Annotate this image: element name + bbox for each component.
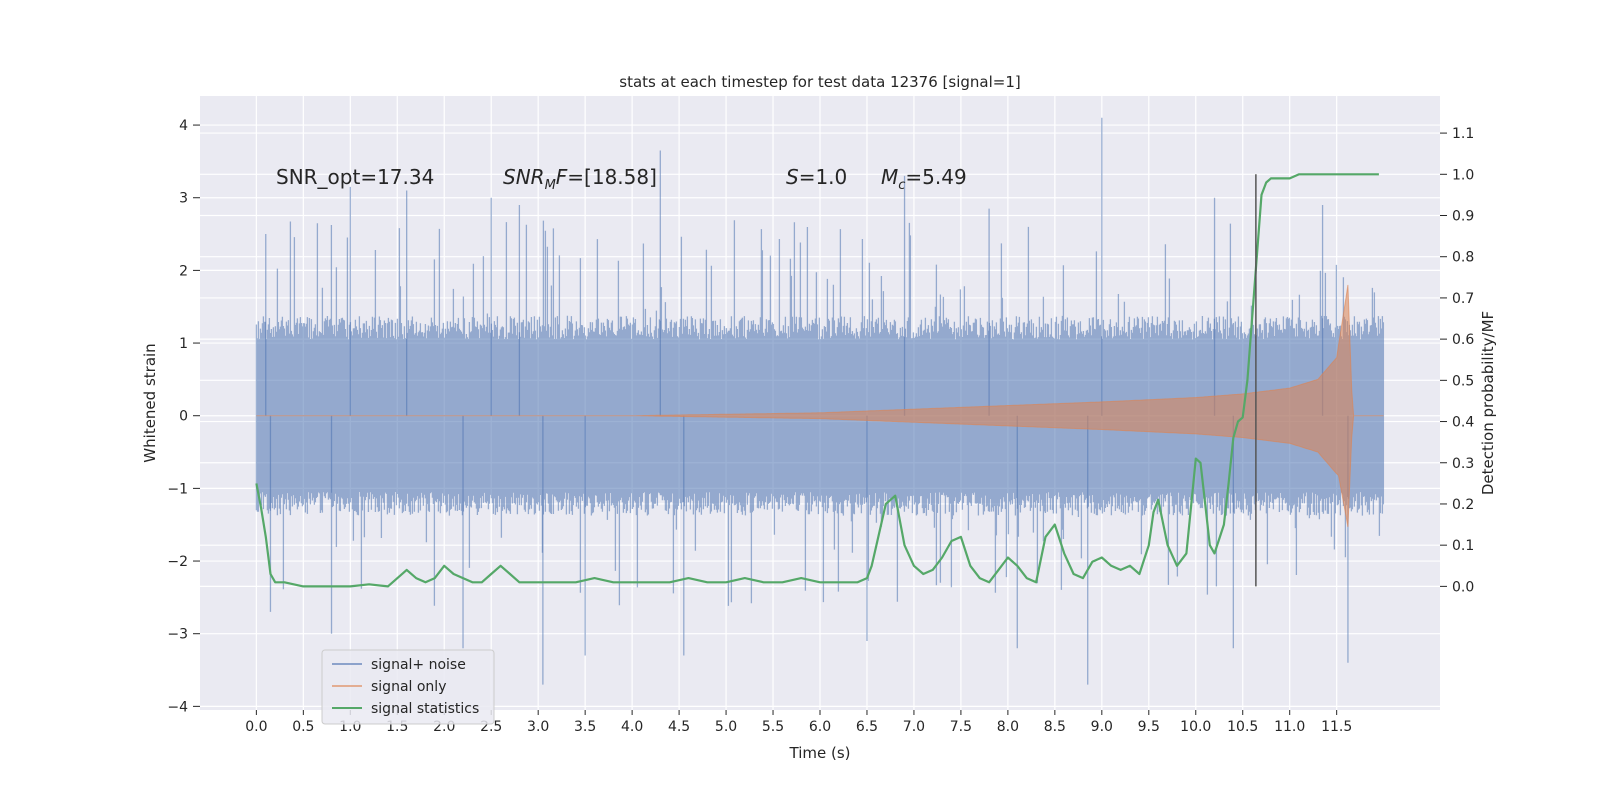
- x-tick-label-21: 10.5: [1227, 719, 1258, 735]
- x-tick-label-11: 5.5: [762, 719, 784, 735]
- y-right-tick-label-0: 0.0: [1452, 579, 1474, 595]
- y-right-tick-label-10: 1.0: [1452, 167, 1474, 183]
- x-tick-label-12: 6.0: [809, 719, 831, 735]
- x-tick-label-19: 9.5: [1138, 719, 1160, 735]
- y-right-tick-label-8: 0.8: [1452, 250, 1474, 266]
- x-tick-label-17: 8.5: [1044, 719, 1066, 735]
- x-axis-ticks: 0.0 0.5 1.0 1.5 2.0 2.5 3.0 3.5 4.0 4.5 5.0 5.5 6.0 6…: [245, 710, 1352, 735]
- y-left-tick-label-3: −1: [167, 481, 188, 497]
- x-tick-label-16: 8.0: [997, 719, 1019, 735]
- y-right-tick-label-4: 0.4: [1452, 415, 1474, 431]
- y-right-axis-ticks: 0.0 0.1 0.2 0.3 0.4 0.5 0.6 0.7 0.8 0.9 1.0 1.1: [1440, 126, 1474, 595]
- y-right-tick-label-5: 0.5: [1452, 373, 1474, 389]
- x-tick-label-20: 10.0: [1180, 719, 1211, 735]
- x-tick-label-9: 4.5: [668, 719, 690, 735]
- x-tick-label-7: 3.5: [574, 719, 596, 735]
- y-left-tick-label-6: 2: [179, 263, 188, 279]
- x-tick-label-1: 0.5: [292, 719, 314, 735]
- y-left-tick-label-8: 4: [179, 118, 188, 134]
- chirp-area: [256, 284, 1384, 527]
- statistics-line: [255, 173, 1379, 588]
- chart-title: stats at each timestep for test data 123…: [619, 73, 1020, 91]
- x-tick-label-22: 11.0: [1274, 719, 1305, 735]
- x-tick-label-10: 5.0: [715, 719, 737, 735]
- y-left-axis-label: Whitened strain: [141, 343, 159, 462]
- annotation-mc: Mc=5.49: [881, 165, 967, 193]
- y-right-tick-label-2: 0.2: [1452, 497, 1474, 513]
- annotation-snr-mf: SNRMF=[18.58]: [503, 165, 657, 193]
- y-right-axis-label: Detection probability/MF: [1479, 311, 1497, 495]
- y-right-tick-label-9: 0.9: [1452, 209, 1474, 225]
- y-right-tick-label-7: 0.7: [1452, 291, 1474, 307]
- y-right-tick-label-11: 1.1: [1452, 126, 1474, 142]
- legend-label-signal-statistics: signal statistics: [371, 701, 479, 717]
- x-tick-label-0: 0.0: [245, 719, 267, 735]
- y-left-tick-label-2: −2: [167, 554, 188, 570]
- x-tick-label-14: 7.0: [903, 719, 925, 735]
- x-tick-label-8: 4.0: [621, 719, 643, 735]
- x-tick-label-23: 11.5: [1321, 719, 1352, 735]
- x-axis-label: Time (s): [789, 744, 851, 762]
- y-right-tick-label-3: 0.3: [1452, 456, 1474, 472]
- y-left-tick-label-1: −3: [167, 627, 188, 643]
- annotation-snr-opt: SNR_opt=17.34: [276, 165, 434, 189]
- y-left-tick-label-5: 1: [179, 336, 188, 352]
- y-left-axis-ticks: −4 −3 −2 −1 0 1 2 3 4: [167, 118, 200, 715]
- y-left-tick-label-4: 0: [179, 409, 188, 425]
- series-signal-statistics: [255, 173, 1379, 588]
- y-left-tick-label-0: −4: [167, 699, 188, 715]
- legend-label-signal-only: signal only: [371, 679, 446, 695]
- x-tick-label-13: 6.5: [856, 719, 878, 735]
- annotation-s: S=1.0: [786, 165, 847, 189]
- x-tick-label-15: 7.5: [950, 719, 972, 735]
- y-right-tick-label-1: 0.1: [1452, 538, 1474, 554]
- y-left-tick-label-7: 3: [179, 191, 188, 207]
- x-tick-label-6: 3.0: [527, 719, 549, 735]
- x-tick-label-18: 9.0: [1091, 719, 1113, 735]
- legend-label-signal-noise: signal+ noise: [371, 657, 466, 673]
- legend: signal+ noise signal only signal statist…: [321, 649, 495, 725]
- series-signal-only: [256, 284, 1384, 527]
- legend-box: [321, 649, 495, 725]
- y-right-tick-label-6: 0.6: [1452, 332, 1474, 348]
